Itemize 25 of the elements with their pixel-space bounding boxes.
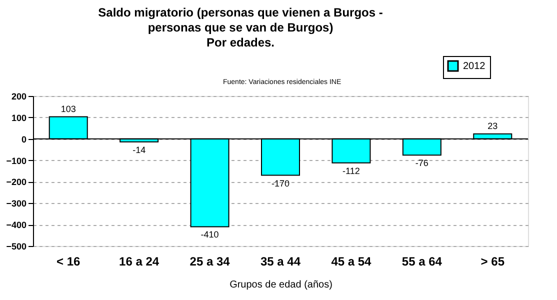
x-tick-label: < 16 [56, 254, 81, 268]
y-tick-label: −500 [6, 242, 26, 252]
y-tick-label: 200 [11, 92, 26, 102]
y-tick-label: −100 [6, 156, 26, 166]
data-label: 103 [60, 104, 76, 114]
data-label: -410 [200, 230, 219, 240]
x-tick-label: 35 a 44 [260, 254, 301, 268]
y-tick-label: 0 [21, 134, 26, 144]
data-label: 23 [488, 120, 498, 131]
legend-label: 2012 [463, 61, 486, 72]
data-label: -76 [415, 158, 428, 168]
y-tick-label: −400 [6, 220, 26, 230]
data-label: -14 [132, 144, 146, 155]
chart-title: Saldo migratorio (personas que vienen a Burgos - personas que se van de Burgos) Por edades. [98, 6, 383, 50]
y-tick-label: −300 [6, 198, 26, 209]
y-tick-label: 100 [11, 112, 26, 123]
data-label: -170 [271, 178, 290, 188]
data-label: -112 [342, 166, 360, 176]
x-tick-label: 45 a 54 [331, 254, 372, 268]
x-axis-title: Grupos de edad (años) [230, 280, 332, 290]
x-tick-label: 16 a 24 [119, 254, 160, 268]
x-tick-label: > 65 [480, 254, 505, 268]
y-tick-label: −200 [6, 177, 26, 188]
x-tick-label: 55 a 64 [402, 254, 442, 268]
x-tick-label: 25 a 34 [190, 254, 230, 268]
